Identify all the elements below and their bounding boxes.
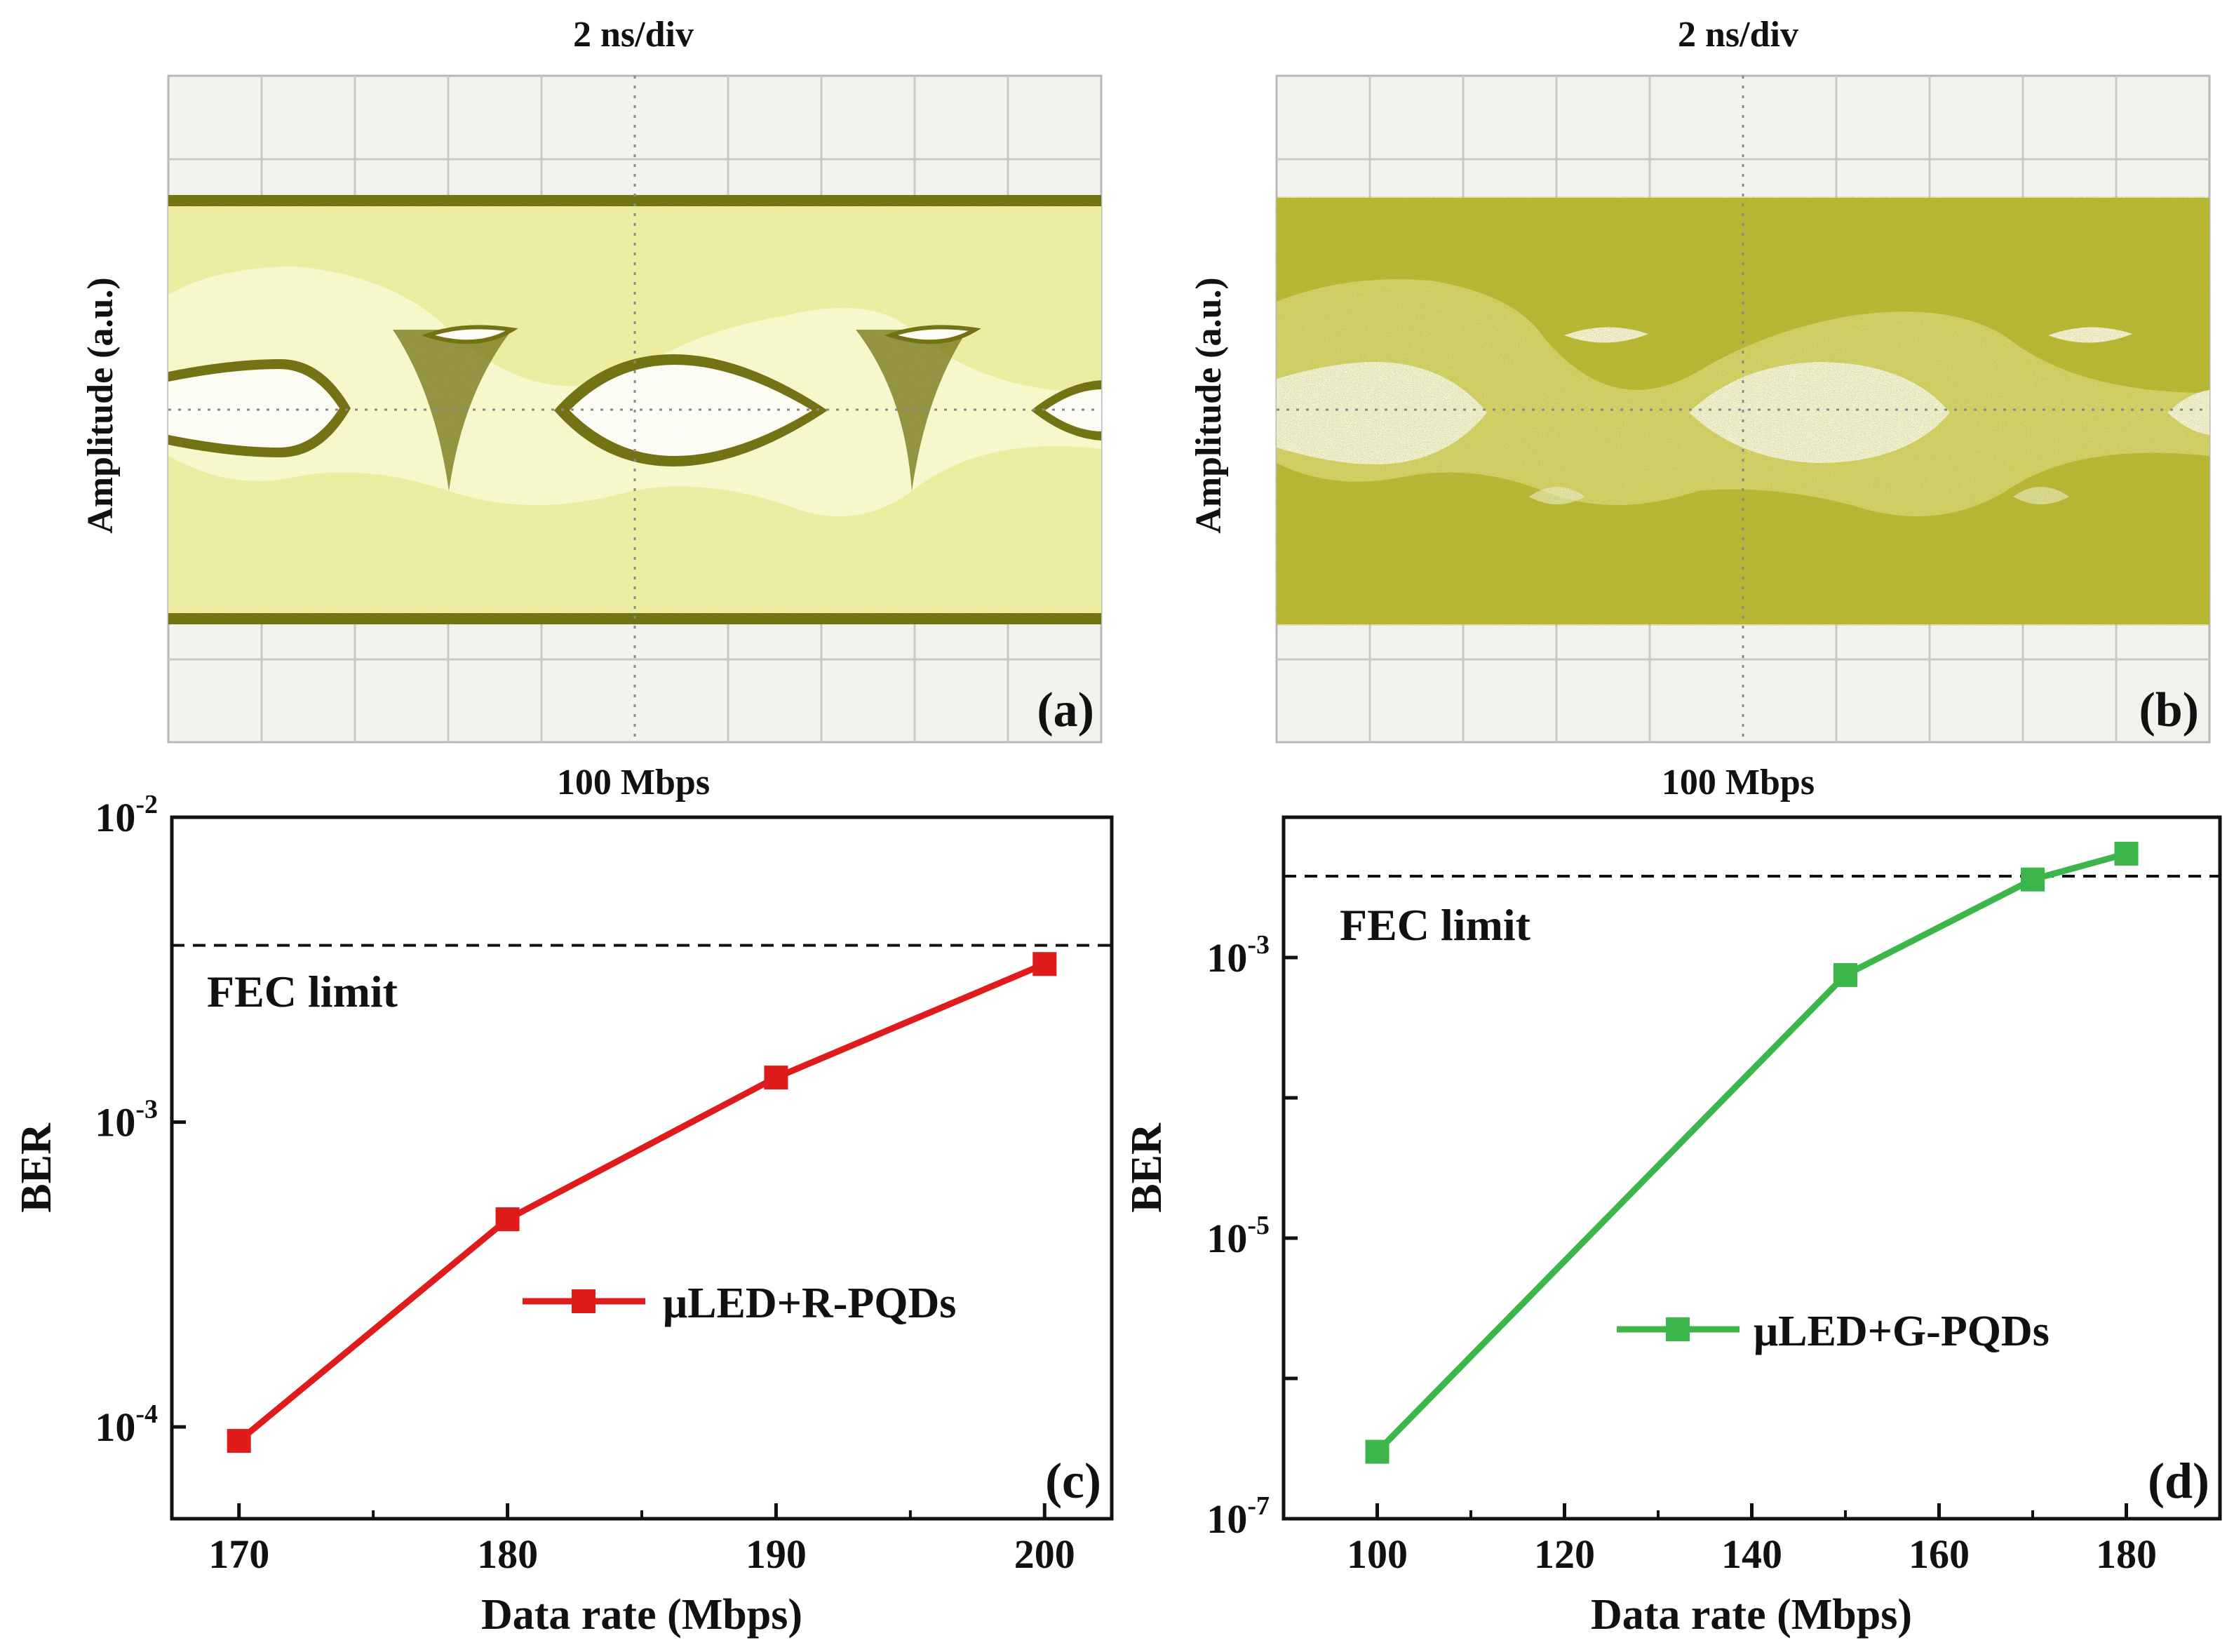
eye-diagram-a: 2 ns/div [81, 15, 1103, 803]
ber-d-panel-label: (d) [2148, 1453, 2209, 1509]
c-xtick-label: 200 [1014, 1531, 1075, 1577]
eye-b-center-axes [1277, 76, 2209, 742]
c-ytick-label: 10-2 [95, 790, 158, 840]
ber-c-legend: μLED+R-PQDs [523, 1280, 956, 1327]
eye-diagram-b: 2 ns/div (b) 100 [1189, 15, 2211, 803]
c-xtick-label: 170 [208, 1531, 269, 1577]
ber-d-fec-label: FEC limit [1340, 900, 1531, 950]
ber-d-markers [1365, 841, 2139, 1464]
eye-a-panel-label: (a) [1037, 683, 1094, 737]
eye-b-ylabel: Amplitude (a.u.) [1189, 277, 1229, 533]
ber-d-xlabel: Data rate (Mbps) [1591, 1591, 1912, 1639]
d-xtick-label: 180 [2096, 1531, 2157, 1577]
ber-c-panel-label: (c) [1045, 1453, 1101, 1509]
c-data-point [495, 1207, 520, 1232]
eye-b-title: 2 ns/div [1678, 15, 1798, 55]
ber-c-series-line [236, 961, 1047, 1444]
ber-d-legend-text: μLED+G-PQDs [1754, 1308, 2050, 1355]
c-ytick-label: 10-4 [95, 1399, 158, 1450]
ber-chart-d: 100 120 140 160 180 10-3 10-5 10-7 FEC limit μL… [1123, 815, 2222, 1639]
d-xtick-label: 160 [1909, 1531, 1970, 1577]
ber-c-xlabel: Data rate (Mbps) [481, 1591, 802, 1639]
ber-d-legend-marker [1666, 1317, 1690, 1341]
c-ytick-label: 10-3 [95, 1095, 158, 1146]
ber-c-legend-text: μLED+R-PQDs [663, 1280, 956, 1327]
ber-c-legend-marker [572, 1289, 595, 1313]
c-data-point [764, 1066, 788, 1090]
d-xtick-label: 140 [1721, 1531, 1782, 1577]
d-ytick-label: 10-5 [1206, 1211, 1270, 1261]
d-data-point [1833, 962, 1857, 987]
d-data-point [2114, 841, 2139, 866]
ber-d-ylabel: BER [1123, 1122, 1171, 1213]
eye-a-xlabel: 100 Mbps [557, 763, 710, 803]
d-xtick-label: 100 [1347, 1531, 1408, 1577]
c-xtick-label: 180 [477, 1531, 538, 1577]
ber-d-legend: μLED+G-PQDs [1617, 1308, 2050, 1355]
d-ytick-label: 10-3 [1206, 930, 1270, 981]
d-xtick-label: 120 [1534, 1531, 1595, 1577]
ber-c-frame [170, 815, 1114, 1521]
d-data-point [2021, 867, 2045, 892]
c-data-point [1032, 952, 1057, 976]
ber-c-ylabel: BER [13, 1122, 60, 1213]
d-data-point [1365, 1439, 1389, 1464]
ber-c-markers [227, 952, 1057, 1453]
c-data-point [227, 1429, 251, 1453]
ber-d-series-line [1375, 850, 2127, 1454]
c-xtick-label: 190 [746, 1531, 807, 1577]
d-ytick-label: 10-7 [1206, 1491, 1270, 1542]
eye-a-ylabel: Amplitude (a.u.) [81, 277, 121, 533]
ber-chart-c: 170 180 190 200 10-2 10-3 10-4 FEC limit μLED+… [13, 790, 1114, 1639]
eye-a-title: 2 ns/div [573, 15, 694, 55]
eye-b-xlabel: 100 Mbps [1662, 763, 1815, 803]
ber-c-fec-label: FEC limit [207, 967, 398, 1016]
ber-c-ticks: 170 180 190 200 10-2 10-3 10-4 [95, 790, 1075, 1577]
eye-b-panel-label: (b) [2139, 683, 2199, 737]
eye-a-center-axes [168, 76, 1101, 742]
